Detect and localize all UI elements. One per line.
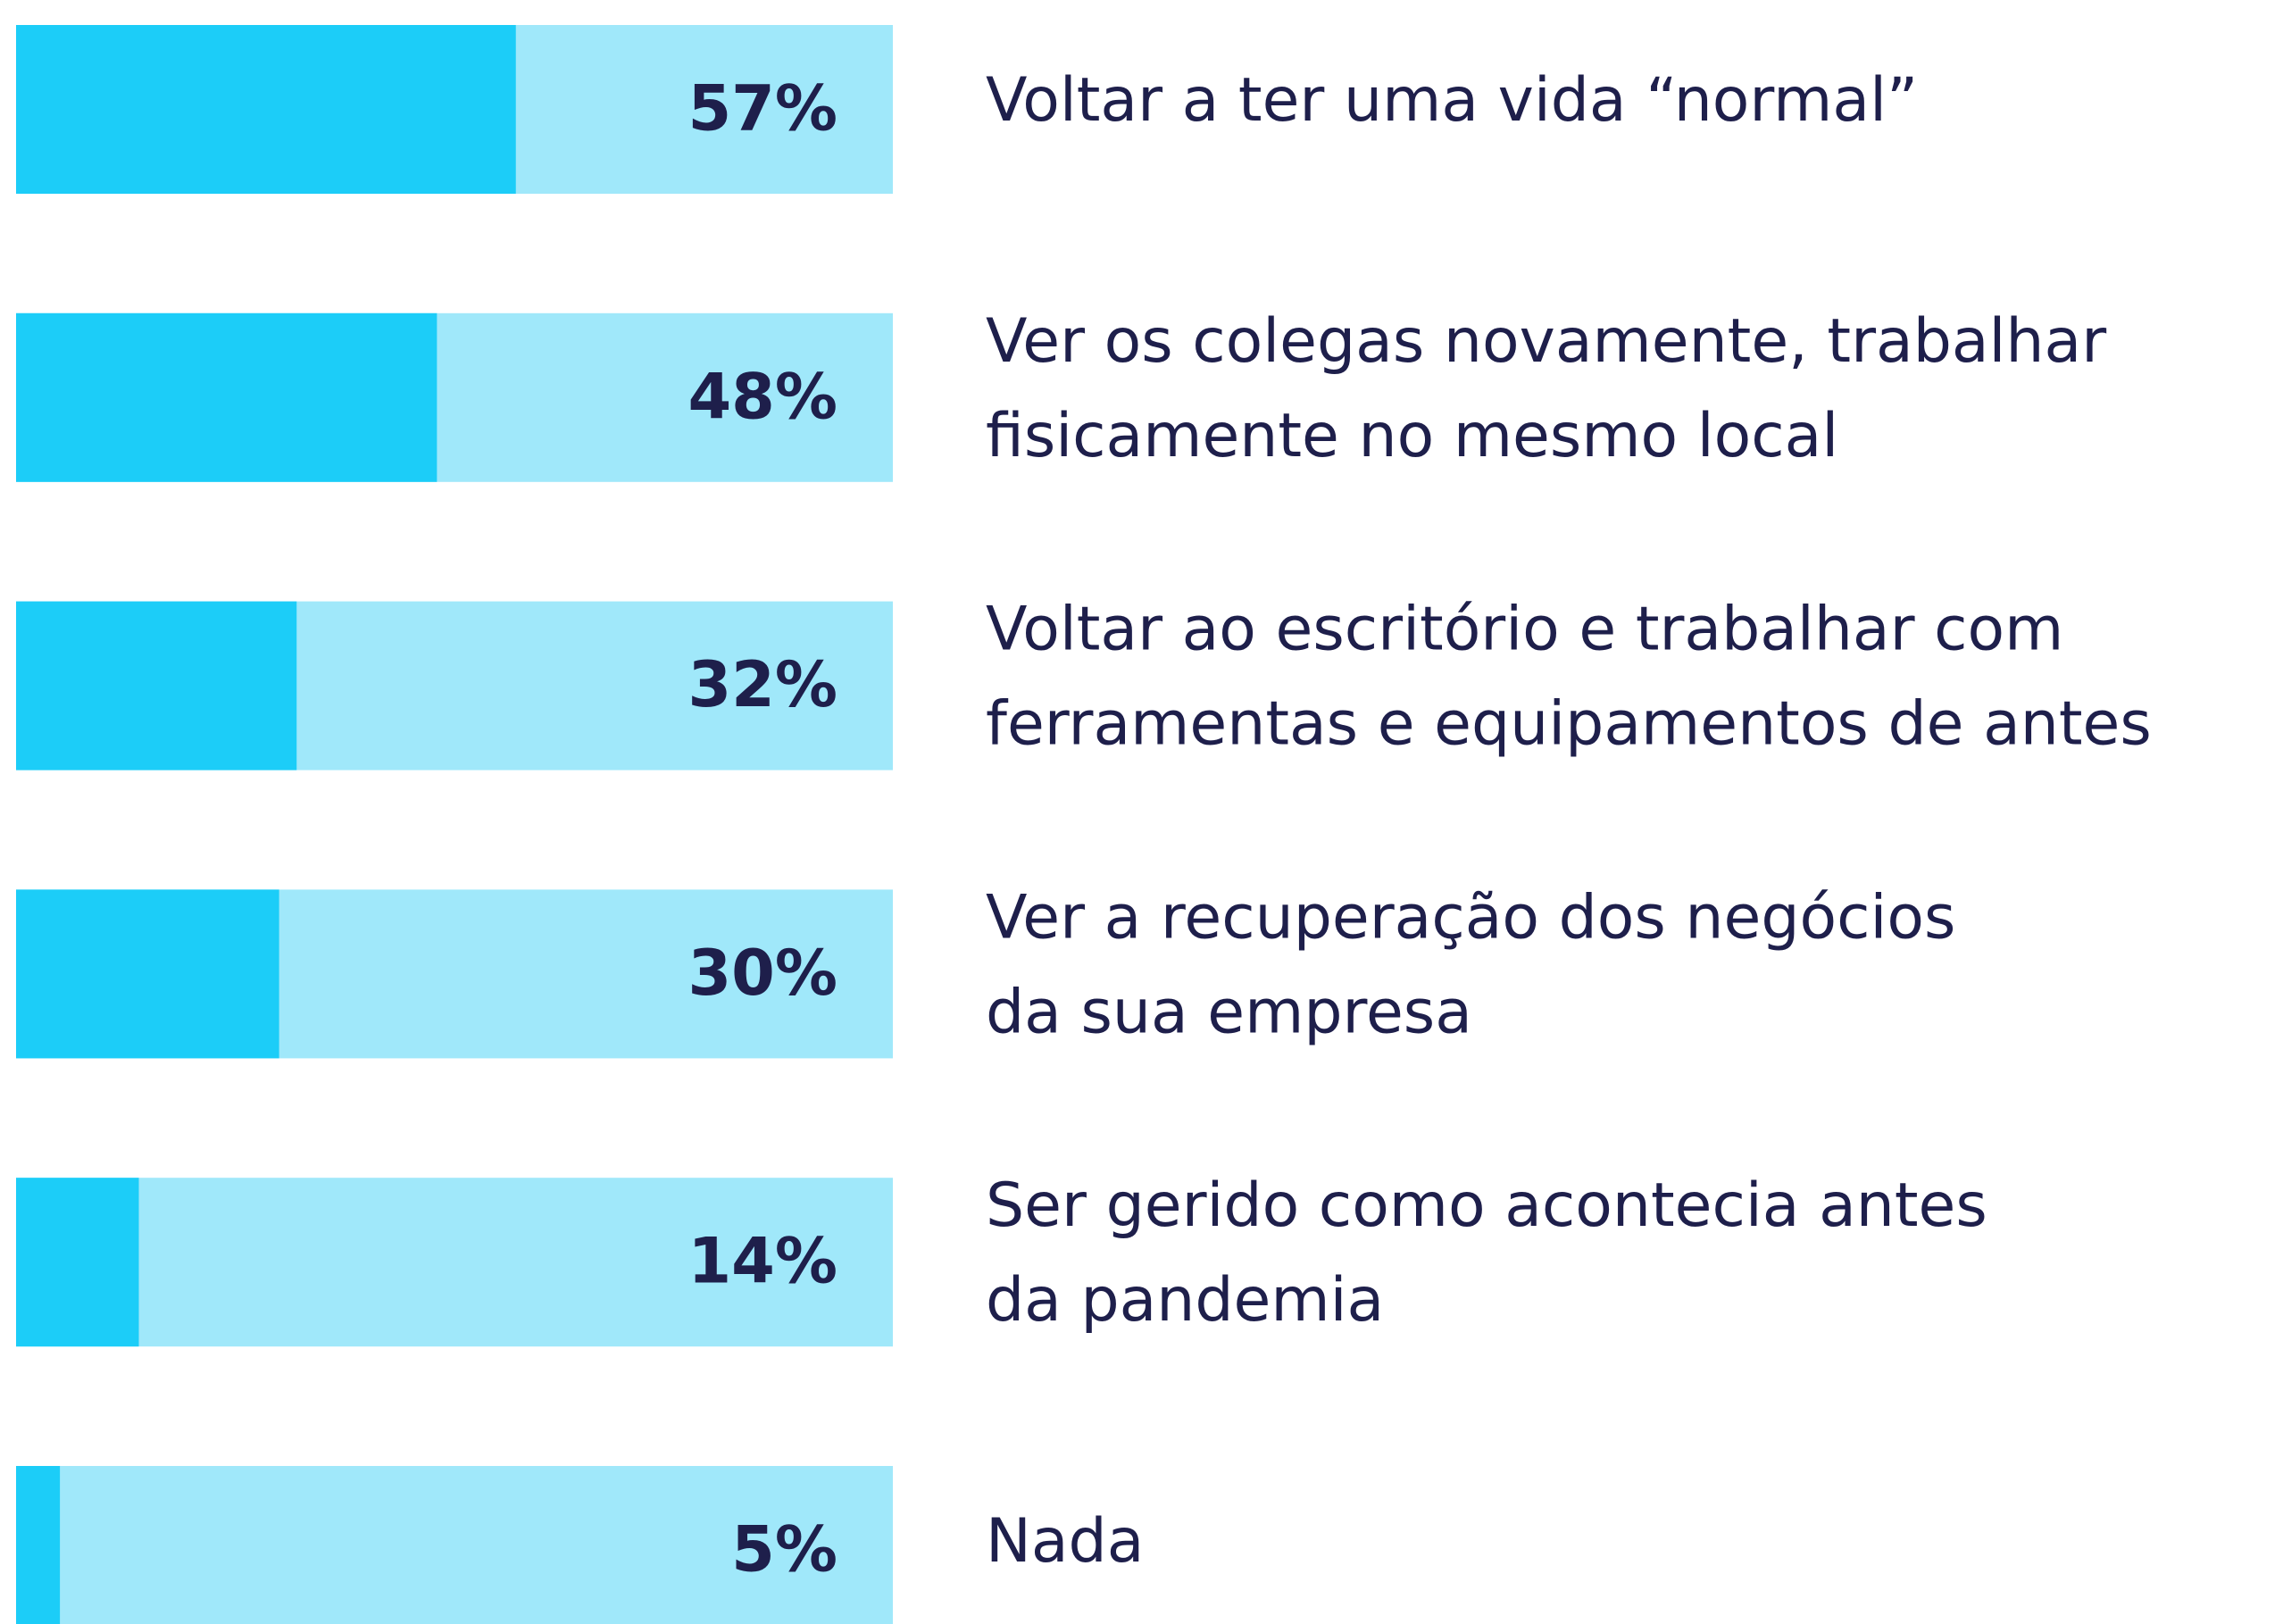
bar (16, 601, 297, 770)
category-label: da sua empresa (986, 977, 1472, 1047)
bar-track (16, 1466, 893, 1624)
bar (16, 1178, 139, 1347)
bar (16, 889, 279, 1059)
category-label: Voltar a ter uma vida “normal” (986, 65, 1918, 136)
category-label: Nada (986, 1506, 1144, 1577)
value-label: 57% (687, 72, 837, 146)
category-label: Ser gerido como acontecia antes (986, 1170, 1987, 1241)
category-label: Voltar ao escritório e trabalhar com (986, 595, 2063, 665)
bar (16, 1466, 61, 1624)
category-label: Ver os colegas novamente, trabalhar (986, 306, 2106, 377)
category-label: ferramentas e equipamentos de antes (986, 689, 2152, 760)
bar (16, 312, 437, 482)
category-label: fisicamente no mesmo local (986, 401, 1838, 471)
value-label: 5% (731, 1513, 837, 1587)
value-label: 30% (687, 937, 837, 1010)
value-label: 48% (687, 360, 837, 433)
bar (16, 25, 516, 194)
category-label: da pandemia (986, 1265, 1384, 1336)
value-label: 32% (687, 648, 837, 721)
value-label: 14% (687, 1225, 837, 1298)
bar-track (16, 1178, 893, 1347)
category-label: Ver a recuperação dos negócios (986, 882, 1955, 953)
